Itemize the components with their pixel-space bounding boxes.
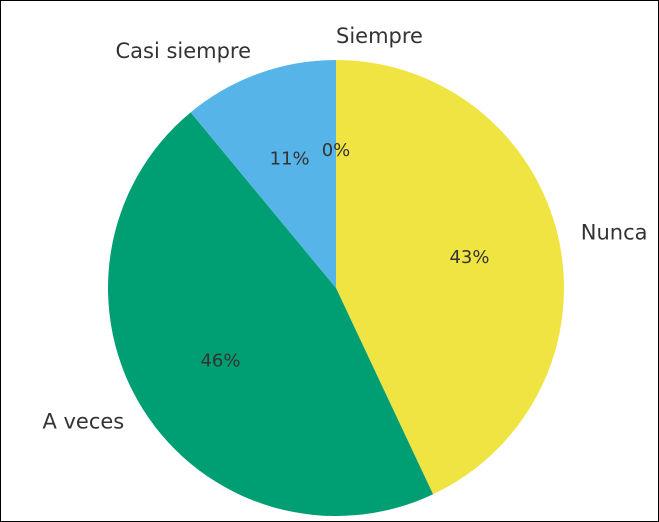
pie-slice bbox=[107, 112, 434, 516]
slice-percent: 11% bbox=[270, 148, 310, 169]
slice-label: A veces bbox=[42, 409, 124, 433]
slice-percent: 46% bbox=[200, 350, 240, 371]
slice-percent: 43% bbox=[449, 247, 489, 268]
slice-label: Siempre bbox=[336, 24, 423, 48]
slice-label: Casi siempre bbox=[115, 39, 251, 63]
slice-percent: 0% bbox=[322, 140, 351, 161]
slice-label: Nunca bbox=[581, 220, 648, 244]
pie-slice bbox=[336, 60, 564, 495]
pie-slice bbox=[190, 59, 336, 288]
